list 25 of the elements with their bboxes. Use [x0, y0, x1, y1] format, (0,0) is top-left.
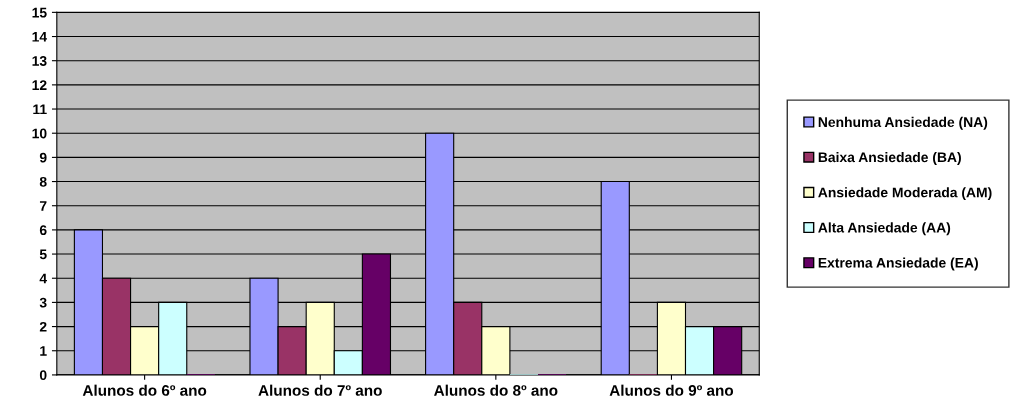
y-tick-label: 3: [39, 297, 47, 308]
y-tick-label: 8: [39, 176, 47, 187]
x-tick-label: Alunos do 6º ano: [82, 384, 207, 396]
x-tick-label: Alunos do 7º ano: [258, 384, 382, 396]
legend-label: Nenhuma Ansiedade (NA): [818, 116, 988, 130]
y-tick-label: 7: [39, 201, 47, 211]
y-tick-label: 5: [39, 249, 47, 260]
x-tick-label: Alunos do 8º ano: [434, 384, 558, 396]
y-tick-label: 4: [39, 273, 48, 284]
y-tick-label: 12: [32, 80, 47, 90]
y-tick-label: 6: [39, 225, 47, 236]
y-tick-label: 2: [39, 321, 47, 332]
y-tick-label: 10: [32, 128, 47, 139]
y-tick-label: 14: [32, 32, 48, 42]
legend-label: Baixa Ansiedade (BA): [818, 152, 961, 165]
y-tick-label: 13: [32, 56, 47, 66]
legend-label: Ansiedade Moderada (AM): [818, 187, 992, 201]
y-tick-label: 11: [33, 104, 47, 115]
y-tick-label: 1: [40, 346, 47, 356]
y-tick-label: 9: [39, 152, 47, 163]
y-tick-label: 15: [32, 7, 47, 18]
legend-label: Alta Ansiedade (AA): [818, 222, 951, 236]
x-tick-label: Alunos do 9º ano: [609, 384, 734, 396]
legend-label: Extrema Ansiedade (EA): [818, 257, 978, 271]
y-tick-label: 0: [39, 370, 47, 381]
